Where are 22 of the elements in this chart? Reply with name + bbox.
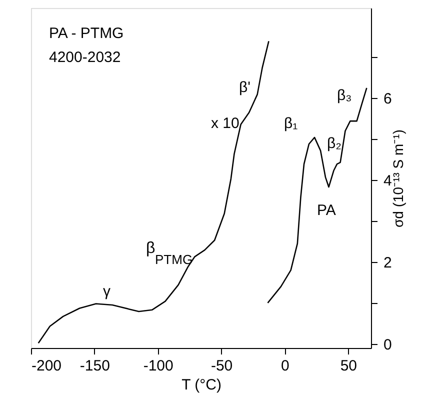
annotation: PA [317, 202, 336, 219]
annotation: γ [103, 283, 111, 300]
line-series [267, 87, 368, 304]
annotation: β₁ [284, 115, 298, 132]
x-tick-label: 0 [281, 358, 290, 374]
annotation: β₃ [337, 87, 352, 104]
x-tick-label: -50 [210, 358, 233, 374]
x-tick-label: -100 [143, 358, 174, 374]
x-tick-label: -150 [80, 358, 110, 374]
line-series [38, 40, 270, 344]
annotation: 4200-2032 [49, 49, 121, 66]
y-tick-label: 0 [384, 336, 392, 354]
y-tick-label: 4 [384, 172, 392, 190]
y-tick-label: 6 [384, 90, 392, 108]
x-tick-label: -200 [32, 358, 62, 374]
annotation: β₂ [327, 135, 342, 152]
y-tick-label: 2 [384, 254, 392, 272]
annotation: β' [239, 79, 251, 96]
x-axis-title: T (°C) [182, 376, 222, 394]
annotation: PA - PTMG [49, 25, 124, 42]
annotation: x 10 [211, 115, 240, 132]
x-tick-label: 50 [340, 358, 358, 374]
